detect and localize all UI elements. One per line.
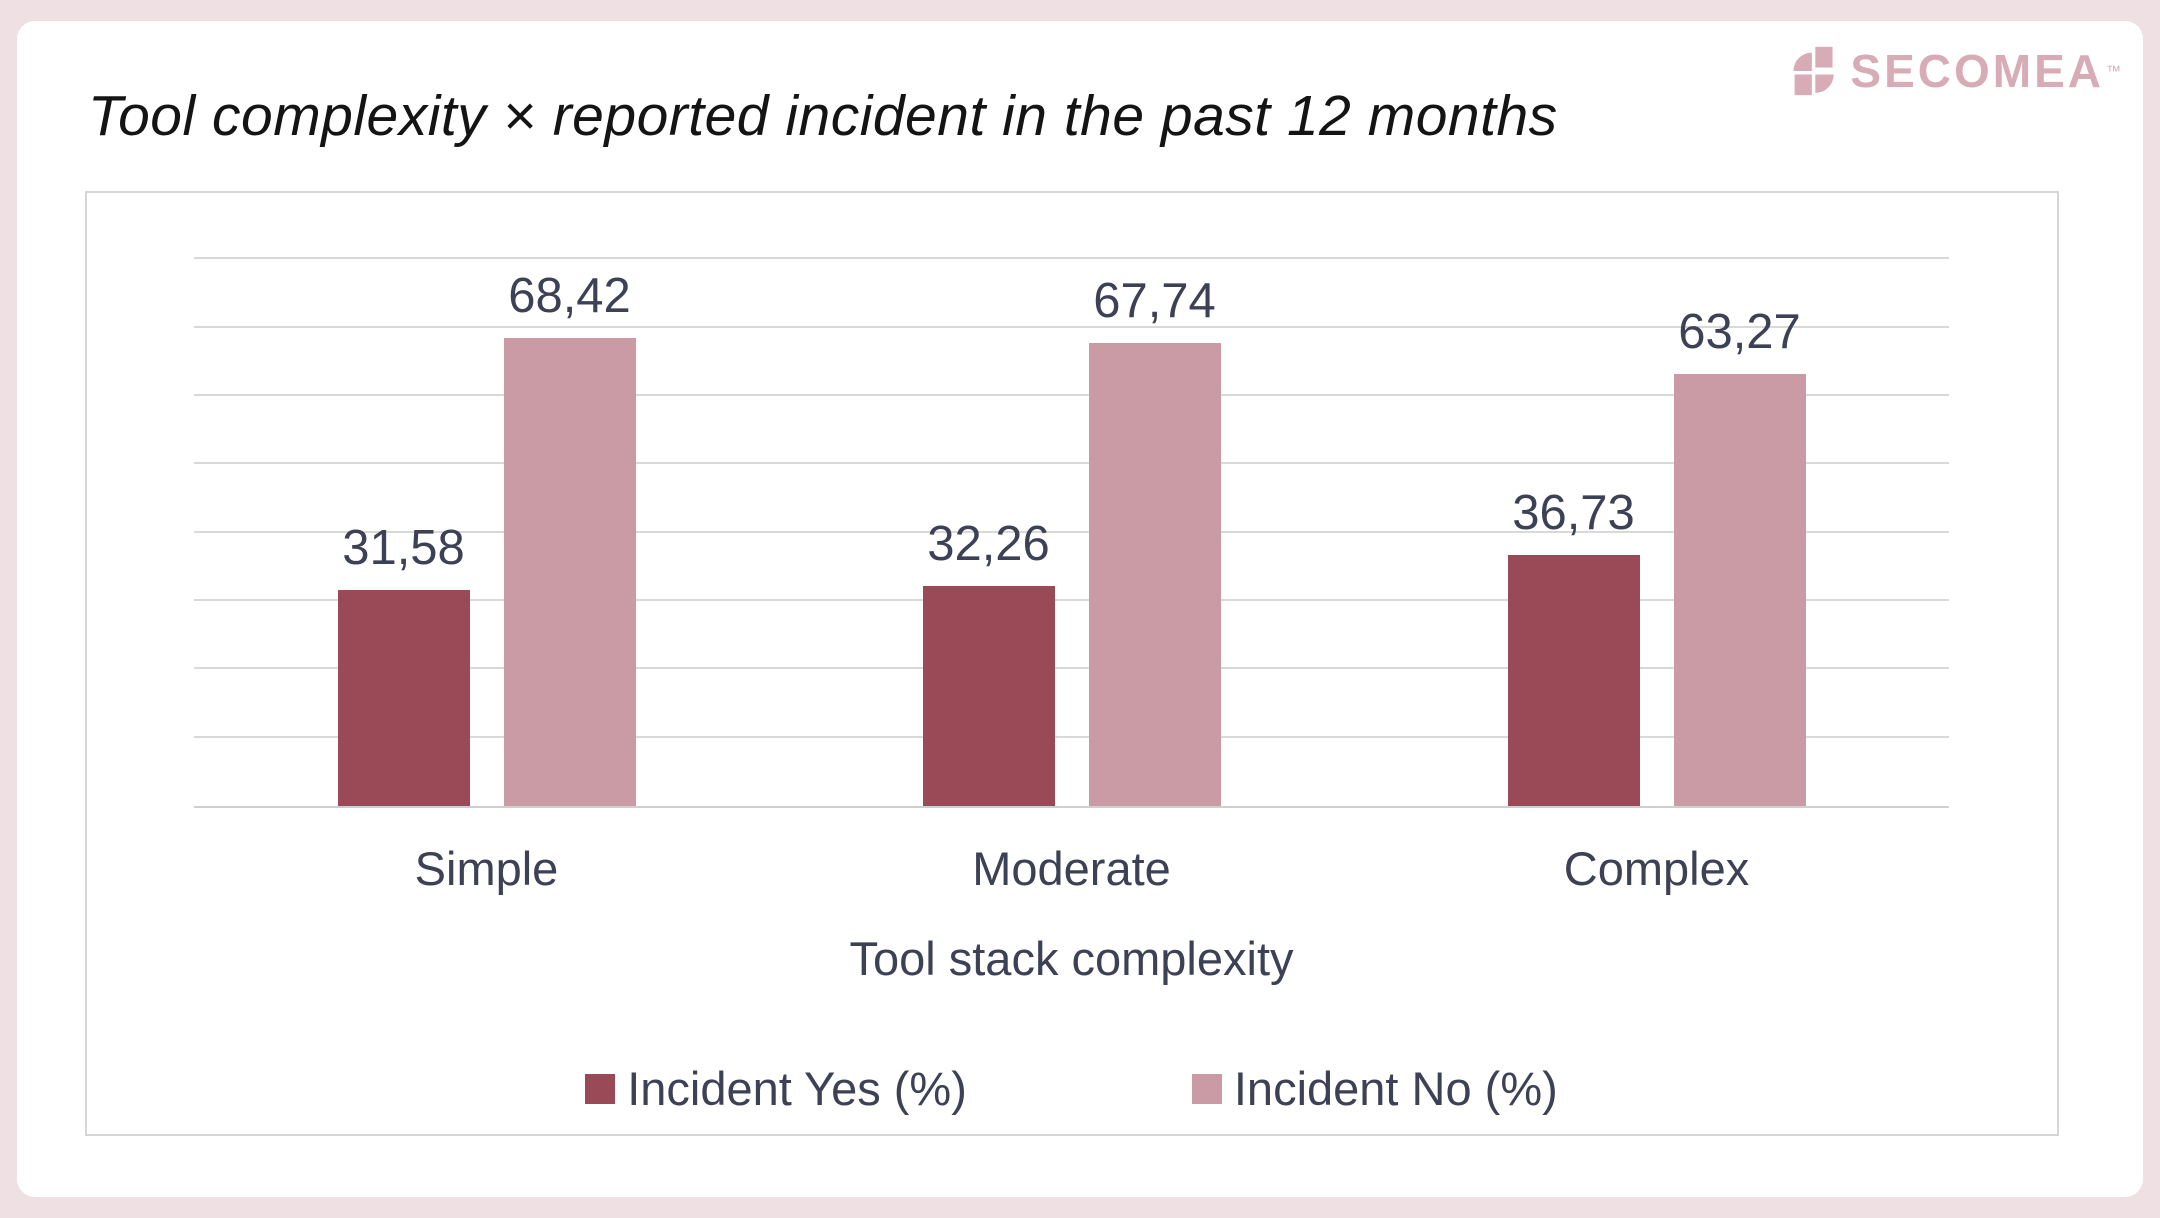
legend-label: Incident Yes (%) [627,1062,967,1115]
bar [1088,343,1221,806]
bar [337,590,470,806]
gridline [194,462,1949,465]
x-axis-title: Tool stack complexity [849,932,1294,985]
bar-value-label: 63,27 [1678,304,1801,359]
gridline [194,735,1949,738]
bar [1673,373,1806,806]
gridline [194,325,1949,328]
bar-value-label: 68,42 [508,269,631,324]
bar-value-label: 67,74 [1093,274,1216,329]
bar-value-label: 36,73 [1512,486,1635,541]
legend-swatch [1191,1073,1222,1104]
slide-card: SECOMEA ™ Tool complexity × reported inc… [17,21,2143,1197]
secomea-logo-icon [1793,46,1835,96]
bar [503,338,636,806]
gridline [194,667,1949,670]
chart-legend: Incident Yes (%) Incident No (%) [194,1061,1949,1116]
secomea-logo-text: SECOMEA [1850,45,2104,97]
category-label: Moderate [972,842,1171,895]
secomea-logo: SECOMEA ™ [1790,43,2121,99]
bar [922,585,1055,806]
bar-value-label: 31,58 [342,521,465,576]
plot-area: 31,58 68,42 32,26 67,74 36,73 63,27 [194,193,1949,808]
legend-item: Incident No (%) [1191,1061,1558,1116]
trademark-mark: ™ [2106,62,2121,80]
chart-frame: 31,58 68,42 32,26 67,74 36,73 63,27 Simple Mod… [85,191,2059,1136]
legend-swatch [585,1073,616,1104]
bar-value-label: 32,26 [927,516,1050,571]
bar [1507,555,1640,806]
category-label: Simple [414,842,559,895]
legend-item: Incident Yes (%) [585,1061,967,1116]
legend-label: Incident No (%) [1233,1062,1558,1115]
gridline [194,530,1949,533]
gridline [194,394,1949,396]
gridline [194,599,1949,601]
gridline [194,257,1949,260]
x-axis-category-row: Simple Moderate Complex [194,841,1949,901]
page-title: Tool complexity × reported incident in t… [88,84,1558,148]
category-label: Complex [1563,842,1750,895]
